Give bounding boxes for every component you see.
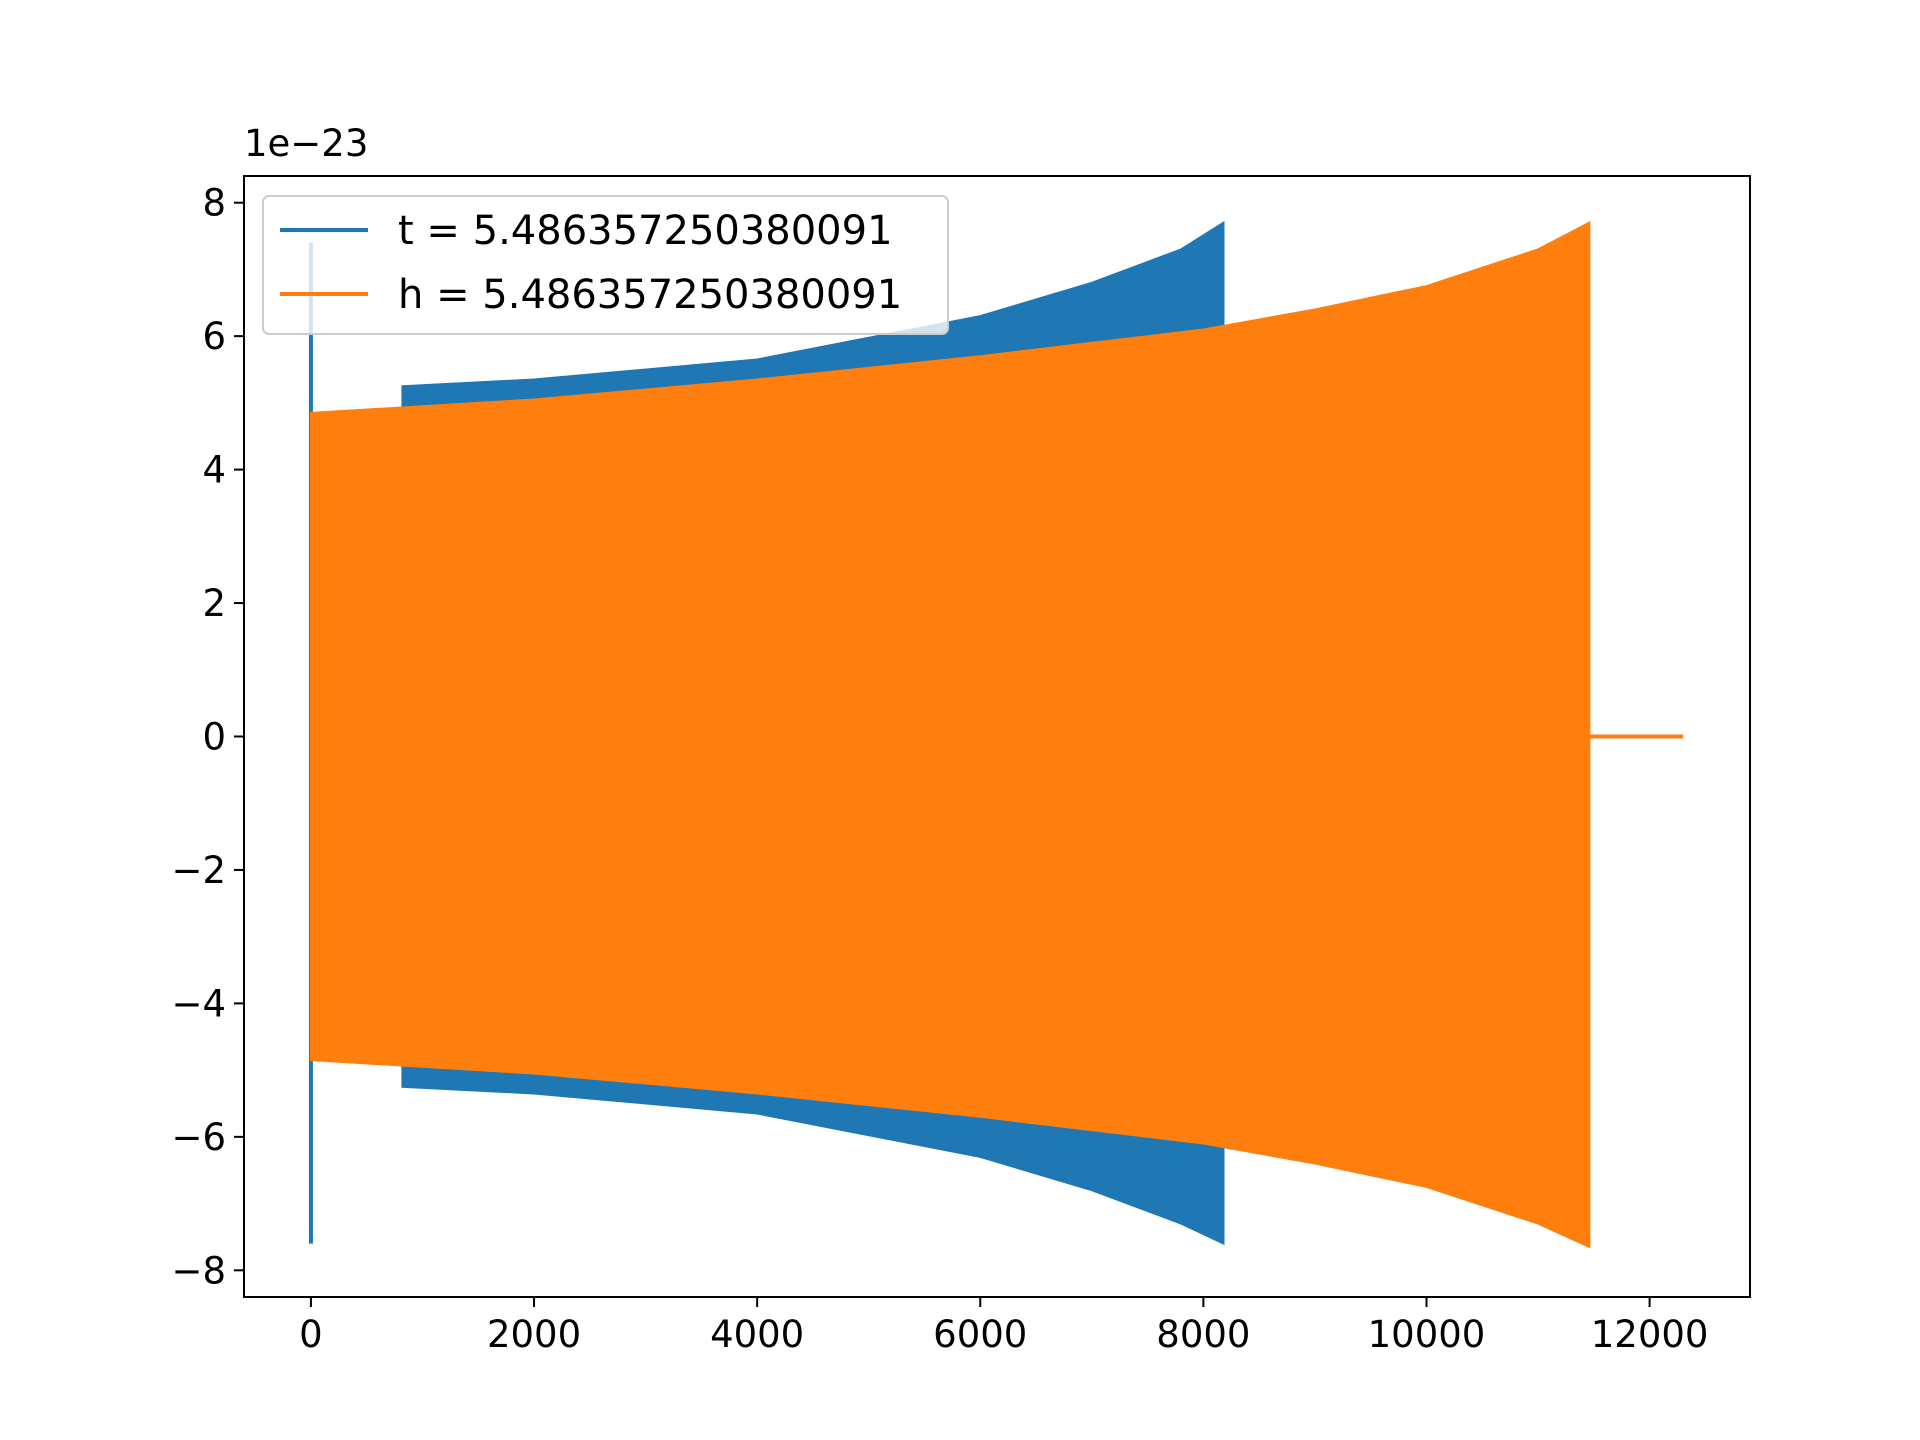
y-tick-label: 0	[202, 716, 226, 759]
x-tick-label: 4000	[710, 1313, 804, 1356]
x-tick-label: 2000	[487, 1313, 581, 1356]
y-tick-label: −2	[171, 849, 226, 892]
y-tick-label: −6	[171, 1116, 226, 1159]
legend-box	[262, 195, 949, 335]
series-h	[309, 221, 1684, 1249]
y-tick-label: 2	[202, 582, 226, 625]
y-offset-label: 1e−23	[244, 122, 368, 165]
y-tick-label: 6	[202, 315, 226, 358]
y-tick-label: −8	[171, 1249, 226, 1292]
series-oscillation-band	[309, 221, 1591, 1249]
y-tick-label: 8	[202, 182, 226, 225]
x-tick-label: 8000	[1156, 1313, 1250, 1356]
x-tick-label: 12000	[1591, 1313, 1709, 1356]
y-axis: −8 −6 −4 −2 0 2 4 6 8	[171, 182, 244, 1292]
legend-label: h = 5.486357250380091	[398, 272, 902, 318]
x-tick-label: 10000	[1368, 1313, 1486, 1356]
plot-area	[308, 220, 1684, 1249]
x-axis: 0 2000 4000 6000 8000 10000 12000	[299, 1297, 1708, 1356]
x-tick-label: 6000	[933, 1313, 1027, 1356]
legend-label: t = 5.486357250380091	[398, 208, 893, 254]
y-tick-label: 4	[202, 449, 226, 492]
y-tick-label: −4	[171, 982, 226, 1025]
x-tick-label: 0	[299, 1313, 323, 1356]
legend: t = 5.486357250380091 h = 5.4863572503800…	[262, 195, 949, 335]
